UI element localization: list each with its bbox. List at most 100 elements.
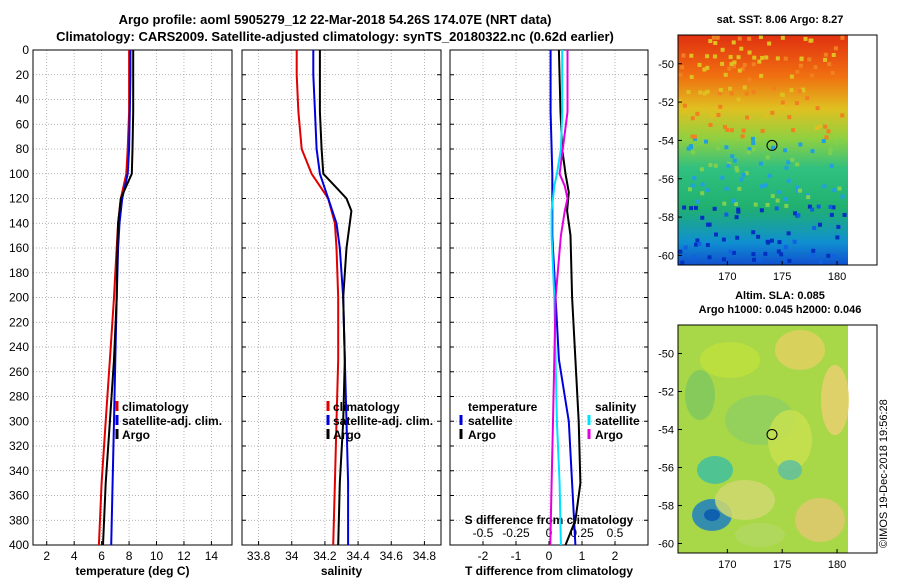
x-axis-label: T difference from climatology xyxy=(465,564,633,578)
sst-pixel xyxy=(795,162,800,167)
y-tick-label: 160 xyxy=(9,241,29,255)
sst-pixel xyxy=(694,242,699,247)
sst-pixel xyxy=(767,41,772,46)
sst-pixel xyxy=(691,150,696,155)
sst-pixel xyxy=(840,194,845,199)
legend-label: Argo xyxy=(122,428,150,442)
argo-location-marker xyxy=(766,139,778,151)
s-tick-label: 0.5 xyxy=(607,526,624,540)
sla-blob xyxy=(715,480,775,520)
lat-tick-label: -58 xyxy=(658,501,674,513)
sst-pixel xyxy=(697,241,702,246)
sst-pixel xyxy=(699,167,704,172)
sst-pixel xyxy=(767,173,772,178)
sst-pixel xyxy=(765,155,770,160)
sst-pixel xyxy=(683,245,688,250)
x-tick-label: 4 xyxy=(71,549,78,563)
sst-pixel xyxy=(810,207,815,212)
sst-pixel xyxy=(831,205,836,210)
sst-pixel xyxy=(718,88,723,93)
sst-pixel xyxy=(713,40,718,45)
panel-salinity: 33.8 34 34.2 34.4 34.6 34.8 salinity climatolog… xyxy=(241,49,442,578)
y-tick-label: 240 xyxy=(9,340,29,354)
sst-pixel xyxy=(793,211,798,216)
sst-pixel xyxy=(731,198,736,203)
y-tick-label: 60 xyxy=(16,117,30,131)
x-tick-label: 2 xyxy=(612,549,619,563)
x-tick-label: -1 xyxy=(511,549,522,563)
sst-pixel xyxy=(708,163,713,168)
sst-pixel xyxy=(705,187,710,192)
sst-pixel xyxy=(770,110,775,115)
sst-pixel xyxy=(775,198,780,203)
series-line-satellite-adj-clim- xyxy=(110,50,132,546)
lat-tick-label: -54 xyxy=(658,135,674,147)
plot-frame xyxy=(241,49,442,546)
sst-pixel xyxy=(732,158,737,163)
sst-pixel xyxy=(717,91,722,96)
sst-pixel xyxy=(828,204,833,209)
y-tick-label: 340 xyxy=(9,464,29,478)
sst-pixel xyxy=(692,176,697,181)
sst-pixel xyxy=(832,187,837,192)
sst-pixel xyxy=(745,115,750,120)
sst-pixel xyxy=(826,129,831,134)
lon-tick-label: 180 xyxy=(828,271,846,283)
sst-pixel xyxy=(840,113,845,118)
map-sst: -50 -52 -54 -56 -58 -60 170 175 180 xyxy=(658,34,878,283)
sst-pixel xyxy=(792,239,797,244)
lat-tick-label: -50 xyxy=(658,59,674,71)
sst-pixel xyxy=(795,189,800,194)
x-tick-label: 2 xyxy=(43,549,50,563)
sst-pixel xyxy=(758,35,763,40)
sst-pixel xyxy=(794,101,799,106)
legend-label: Argo xyxy=(595,428,623,442)
sla-map-title-2: Argo h1000: 0.045 h2000: 0.046 xyxy=(698,304,862,316)
sst-pixel xyxy=(705,89,710,94)
sst-pixel xyxy=(737,186,742,191)
sst-pixel xyxy=(682,103,687,108)
sst-pixel xyxy=(690,116,695,121)
sst-pixel xyxy=(818,259,823,264)
sst-pixel xyxy=(751,90,756,95)
sst-pixel xyxy=(742,85,747,90)
sst-pixel xyxy=(787,258,792,263)
sst-pixel xyxy=(777,240,782,245)
sst-pixel xyxy=(692,136,697,141)
sst-pixel xyxy=(718,104,723,109)
sst-pixel xyxy=(810,73,815,78)
x-tick-label: 34.2 xyxy=(313,549,337,563)
sst-pixel xyxy=(708,122,713,127)
x-tick-label: 12 xyxy=(177,549,191,563)
lat-tick-label: -50 xyxy=(658,349,674,361)
sst-pixel xyxy=(833,46,838,51)
sst-pixel xyxy=(700,182,705,187)
sst-pixel xyxy=(720,47,725,52)
sst-pixel xyxy=(713,163,718,168)
sla-blob xyxy=(768,410,812,470)
sst-pixel xyxy=(678,72,683,77)
x-tick-label: 6 xyxy=(98,549,105,563)
sst-pixel xyxy=(828,151,833,156)
y-tick-label: 40 xyxy=(16,93,30,107)
legend-label: climatology xyxy=(122,400,189,414)
s-tick-label: 0.25 xyxy=(570,526,594,540)
series-line-s-satellite xyxy=(550,50,564,546)
lon-tick-label: 170 xyxy=(718,271,736,283)
sst-pixel xyxy=(693,205,698,210)
sst-pixel xyxy=(731,250,736,255)
sst-pixel xyxy=(752,55,757,60)
sst-pixel xyxy=(816,204,821,209)
sst-pixel xyxy=(757,258,762,263)
sst-pixel xyxy=(737,36,742,41)
sst-map-title: sat. SST: 8.06 Argo: 8.27 xyxy=(716,14,844,26)
sst-pixel xyxy=(724,212,729,217)
lon-tick-label: 175 xyxy=(773,271,791,283)
sst-pixel xyxy=(744,171,749,176)
argo-location-marker xyxy=(766,428,778,440)
sst-pixel xyxy=(815,106,820,111)
y-tick-label: 120 xyxy=(9,192,29,206)
panel-temperature: 0 20 40 60 80 100 120 140 160 180 200 220 240 260 280 3… xyxy=(9,43,233,578)
sst-pixel xyxy=(765,202,770,207)
